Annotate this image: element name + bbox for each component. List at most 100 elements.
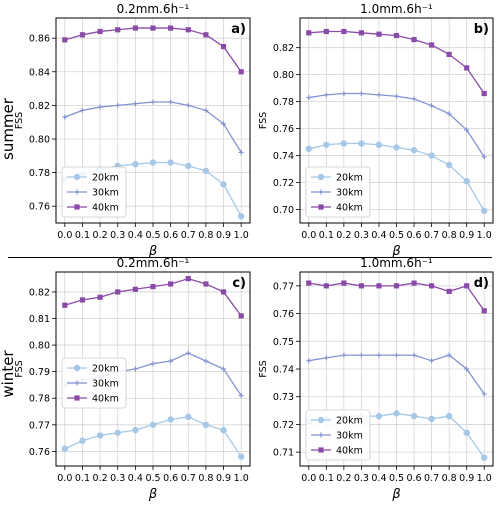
data-point — [150, 25, 156, 31]
data-point — [115, 289, 121, 295]
data-point — [323, 28, 329, 35]
chart-panel-1: 0.0 0.1 0.2 0.3 0.4 0.5 0.6 0.7 0.8 0.9 1.0 0.70 0.7… — [258, 2, 494, 259]
y-tick-label: 0.80 — [273, 70, 294, 81]
x-tick-label: 1.0 — [477, 473, 492, 484]
legend-marker — [73, 173, 81, 181]
y-tick-label: 0.78 — [273, 97, 294, 108]
data-point — [97, 104, 103, 110]
data-point — [446, 288, 452, 294]
x-tick-label: 0.3 — [110, 473, 125, 484]
data-point — [62, 114, 68, 120]
legend-label: 20km — [336, 173, 363, 184]
x-tick-label: 0.1 — [75, 230, 90, 241]
x-tick-label: 0.8 — [442, 230, 457, 241]
legend: 20km 30km 40km — [61, 357, 127, 409]
x-tick-label: 0.9 — [459, 473, 474, 484]
data-point — [202, 167, 210, 175]
y-tick-label: 0.72 — [273, 420, 294, 431]
y-tick-label: 0.78 — [29, 168, 50, 179]
data-point — [306, 30, 312, 36]
data-point — [168, 358, 174, 364]
legend-marker — [317, 173, 325, 181]
y-tick-label: 0.82 — [273, 43, 294, 54]
data-point — [132, 366, 138, 372]
y-tick-label: 0.73 — [273, 392, 294, 403]
legend-marker — [317, 416, 325, 424]
data-point — [305, 145, 312, 153]
x-tick-label: 0.6 — [406, 230, 421, 241]
y-tick-label: 0.72 — [273, 178, 294, 189]
data-point — [376, 283, 382, 289]
chart-panel-2: 0.0 0.1 0.2 0.3 0.4 0.5 0.6 0.7 0.8 0.9 1.0 0.76 0.7… — [14, 256, 251, 502]
data-point — [114, 429, 121, 436]
x-tick-label: 0.5 — [389, 230, 404, 241]
data-point — [185, 162, 192, 170]
legend: 20km 30km 40km — [305, 409, 371, 461]
data-point — [428, 152, 435, 159]
x-tick-label: 0.4 — [128, 230, 143, 241]
data-point — [481, 207, 488, 215]
y-tick-label: 0.74 — [273, 365, 294, 376]
legend-marker — [74, 189, 80, 195]
data-point — [428, 42, 435, 48]
data-point — [185, 102, 191, 108]
x-axis-label: β — [148, 487, 157, 502]
legend-label: 30km — [336, 431, 363, 442]
panel-label: c) — [232, 276, 246, 291]
data-point — [79, 32, 86, 38]
data-point — [115, 27, 121, 33]
data-point — [481, 454, 488, 461]
data-point — [323, 283, 329, 289]
y-tick-label: 0.86 — [29, 34, 50, 45]
data-point — [341, 91, 347, 97]
data-point — [481, 90, 487, 97]
legend-label: 40km — [92, 394, 119, 405]
y-tick-label: 0.71 — [273, 448, 294, 459]
data-point — [445, 161, 453, 169]
data-point — [132, 160, 139, 168]
y-tick-label: 0.80 — [29, 341, 50, 352]
data-point — [132, 286, 138, 292]
data-point — [203, 281, 209, 287]
legend-label: 30km — [92, 188, 119, 199]
y-tick-label: 0.76 — [29, 202, 50, 213]
x-tick-label: 0.4 — [371, 473, 386, 484]
y-tick-label: 0.81 — [29, 314, 50, 325]
data-point — [237, 213, 245, 220]
x-tick-label: 0.1 — [319, 230, 334, 241]
legend-marker — [318, 204, 324, 210]
data-point — [393, 283, 400, 289]
data-point — [446, 111, 452, 117]
y-tick-label: 0.82 — [29, 101, 50, 112]
data-point — [132, 25, 138, 31]
y-tick-label: 0.79 — [29, 367, 50, 378]
x-tick-label: 0.0 — [57, 473, 72, 484]
legend-label: 20km — [336, 416, 363, 427]
data-point — [411, 352, 417, 358]
legend-label: 20km — [92, 173, 119, 184]
data-point — [115, 102, 121, 108]
x-tick-label: 0.7 — [424, 473, 439, 484]
legend-label: 20km — [92, 364, 119, 375]
data-point — [220, 43, 227, 50]
series-20km — [305, 140, 488, 215]
chart-title: 1.0mm.6h⁻¹ — [360, 256, 433, 270]
data-point — [393, 32, 400, 39]
data-point — [428, 283, 435, 289]
data-point — [149, 421, 157, 429]
data-point — [62, 37, 68, 43]
data-point — [341, 280, 347, 286]
data-point — [464, 283, 470, 289]
x-tick-label: 0.2 — [336, 473, 351, 484]
data-point — [411, 36, 417, 43]
data-point — [185, 350, 191, 356]
data-point — [185, 413, 192, 421]
data-point — [185, 276, 191, 282]
y-tick-label: 0.70 — [273, 205, 294, 216]
data-point — [203, 32, 209, 38]
chart-title: 0.2mm.6h⁻¹ — [117, 2, 190, 16]
data-point — [463, 177, 470, 185]
legend-marker — [74, 380, 80, 386]
chart-title: 0.2mm.6h⁻¹ — [117, 256, 190, 270]
series-30km — [306, 91, 487, 160]
